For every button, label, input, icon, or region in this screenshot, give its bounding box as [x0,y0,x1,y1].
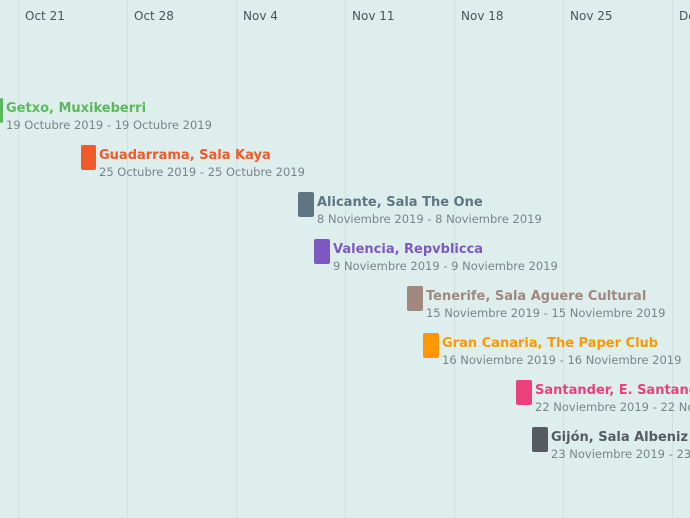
event-bar[interactable] [81,145,96,170]
event-title: Valencia, Repvblicca [333,242,484,257]
event-bar[interactable] [314,239,330,264]
event-title: Tenerife, Sala Aguere Cultural [426,289,647,304]
week-label: Nov 4 [243,9,278,23]
gridline [236,0,237,518]
week-label: Nov 11 [352,9,395,23]
week-label: Dec 2 [679,9,690,23]
event-dates: 19 Octubre 2019 - 19 Octubre 2019 [6,118,212,132]
event-title: Guadarrama, Sala Kaya [99,148,271,163]
event-bar[interactable] [298,192,314,217]
gridline [345,0,346,518]
event-dates: 23 Noviembre 2019 - 23 Noviembre 2019 [551,447,690,461]
event-bar[interactable] [407,286,423,311]
gridline [127,0,128,518]
week-label: Nov 18 [461,9,504,23]
event-dates: 8 Noviembre 2019 - 8 Noviembre 2019 [317,212,542,226]
event-title: Getxo, Muxikeberri [6,101,147,116]
event-title: Santander, E. Santander [535,383,690,398]
week-label: Oct 28 [134,9,174,23]
event-bar[interactable] [423,333,439,358]
event-dates: 16 Noviembre 2019 - 16 Noviembre 2019 [442,353,682,367]
event-dates: 22 Noviembre 2019 - 22 Noviembre 2019 [535,400,690,414]
event-bar[interactable] [516,380,532,405]
event-dates: 9 Noviembre 2019 - 9 Noviembre 2019 [333,259,558,273]
event-dates: 15 Noviembre 2019 - 15 Noviembre 2019 [426,306,666,320]
event-bar[interactable] [532,427,548,452]
gridline [672,0,673,518]
event-bar[interactable] [0,98,3,123]
week-label: Oct 21 [25,9,65,23]
event-title: Gijón, Sala Albeniz [551,430,689,445]
event-title: Alicante, Sala The One [317,195,483,210]
event-dates: 25 Octubre 2019 - 25 Octubre 2019 [99,165,305,179]
gridline [563,0,564,518]
week-label: Nov 25 [570,9,613,23]
gridline [454,0,455,518]
event-title: Gran Canaria, The Paper Club [442,336,659,351]
gridline [18,0,19,518]
